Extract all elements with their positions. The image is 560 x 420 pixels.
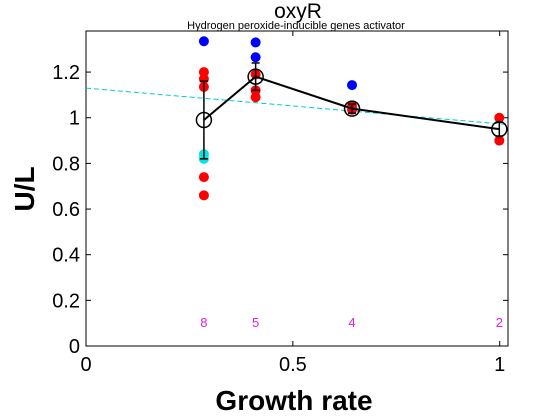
sample-count-label: 8 bbox=[200, 315, 207, 330]
mean-marker bbox=[247, 68, 264, 85]
data-point bbox=[494, 135, 505, 146]
y-tick-label: 1.2 bbox=[52, 62, 80, 84]
data-point bbox=[198, 190, 209, 201]
x-tick-label: 0.5 bbox=[279, 354, 307, 376]
data-point bbox=[198, 36, 209, 47]
plot-area: 0 0.5 1 0 0.2 0.4 0.6 0.8 1 1.2 8 5 4 2 bbox=[52, 30, 509, 376]
data-point bbox=[250, 37, 261, 48]
data-point bbox=[250, 92, 261, 103]
chart-title: oxyR bbox=[274, 0, 322, 23]
data-point bbox=[250, 52, 261, 63]
mean-line bbox=[203, 75, 500, 131]
y-tick-label: 0.8 bbox=[52, 153, 80, 175]
data-point bbox=[494, 112, 505, 123]
data-point bbox=[198, 172, 209, 183]
axes-box bbox=[85, 30, 509, 347]
y-tick-label: 0.6 bbox=[52, 199, 80, 221]
mean-marker bbox=[491, 120, 508, 138]
sample-count-label: 5 bbox=[252, 315, 259, 330]
mean-marker bbox=[195, 111, 213, 129]
x-tick-label: 0 bbox=[80, 354, 91, 376]
x-tick-label: 1 bbox=[494, 354, 505, 376]
trend-line bbox=[85, 87, 509, 126]
sample-count-label: 2 bbox=[496, 315, 503, 330]
data-point bbox=[347, 80, 358, 91]
y-tick-label: 1 bbox=[69, 108, 80, 130]
y-axis-label: U/L bbox=[9, 166, 40, 211]
mean-marker bbox=[343, 100, 361, 117]
y-tick-label: 0 bbox=[69, 336, 80, 358]
chart-subtitle: Hydrogen peroxide-inducible genes activa… bbox=[187, 20, 405, 32]
y-tick-label: 0.2 bbox=[52, 290, 80, 312]
x-axis-label: Growth rate bbox=[215, 385, 372, 416]
y-tick-label: 0.4 bbox=[52, 245, 80, 267]
sample-count-label: 4 bbox=[348, 315, 355, 330]
data-point bbox=[198, 67, 209, 78]
